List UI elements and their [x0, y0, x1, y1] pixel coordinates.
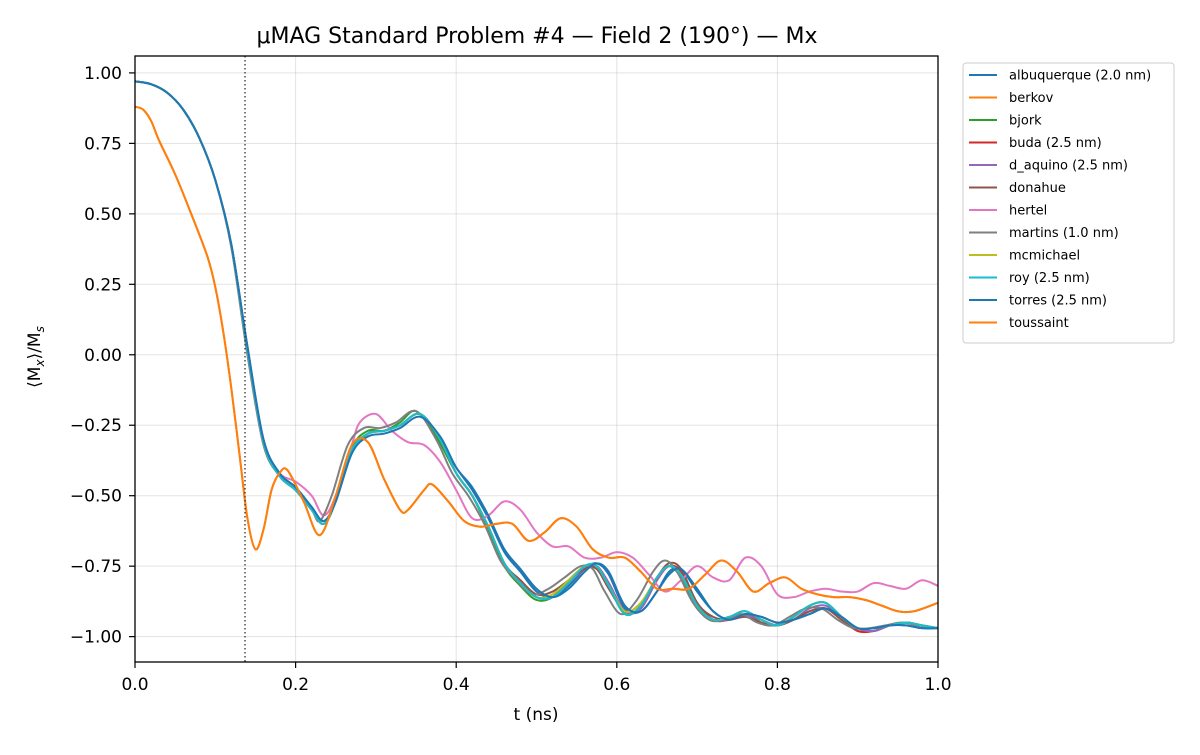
- plot-frame: [134, 55, 939, 663]
- y-axis-label-sub2: s: [33, 326, 47, 332]
- x-tick-label: 0.0: [121, 675, 148, 695]
- y-axis-label-sub: x: [33, 359, 47, 368]
- legend-label: roy (2.5 nm): [1009, 271, 1090, 286]
- x-axis-label: t (ns): [514, 705, 559, 725]
- y-tick-label: −0.75: [70, 557, 122, 577]
- x-tick-label: 0.8: [764, 675, 791, 695]
- axes-layer: 0.0 0.2 0.4 0.6 0.8 1.0 1.00 0.75 0.50 0.25 0.00 −0…: [70, 55, 952, 695]
- legend-label: buda (2.5 nm): [1009, 136, 1102, 151]
- x-tick-label: 0.6: [603, 675, 630, 695]
- legend-label: donahue: [1009, 181, 1066, 196]
- y-tick-label: −1.00: [70, 628, 122, 648]
- chart-title: μMAG Standard Problem #4 — Field 2 (190°…: [256, 24, 817, 49]
- x-tick-label: 0.2: [282, 675, 309, 695]
- grid-layer: [134, 56, 939, 662]
- legend-label: torres (2.5 nm): [1009, 294, 1107, 309]
- series-layer: [135, 80, 938, 634]
- y-axis-label-main: ⟨M: [25, 367, 45, 388]
- y-tick-label: 0.75: [84, 134, 122, 154]
- legend-label: bjork: [1009, 114, 1042, 129]
- y-tick-label: 0.25: [84, 275, 122, 295]
- legend-label: mcmichael: [1009, 249, 1080, 264]
- legend: albuquerque (2.0 nm) berkov bjork buda (2.5…: [962, 62, 1175, 344]
- y-tick-label: 0.00: [84, 346, 122, 366]
- legend-frame: [962, 62, 1175, 344]
- legend-label: martins (1.0 nm): [1009, 226, 1119, 241]
- y-tick-label: −0.25: [70, 416, 122, 436]
- legend-label: d_aquino (2.5 nm): [1009, 159, 1128, 174]
- x-tick-label: 0.4: [443, 675, 470, 695]
- y-axis-label-tail: ⟩/M: [25, 332, 45, 359]
- legend-label: berkov: [1009, 91, 1054, 106]
- legend-label: hertel: [1009, 204, 1047, 219]
- y-tick-label: 0.50: [84, 205, 122, 225]
- series-line-11: [135, 105, 938, 614]
- y-tick-label: 1.00: [84, 64, 122, 84]
- series-line-10: [135, 80, 938, 631]
- y-axis-label: ⟨Mx⟩/Ms: [25, 326, 47, 388]
- x-tick-label: 1.0: [924, 675, 951, 695]
- y-tick-label: −0.50: [70, 487, 122, 507]
- legend-label: toussaint: [1009, 316, 1069, 331]
- legend-label: albuquerque (2.0 nm): [1009, 69, 1151, 84]
